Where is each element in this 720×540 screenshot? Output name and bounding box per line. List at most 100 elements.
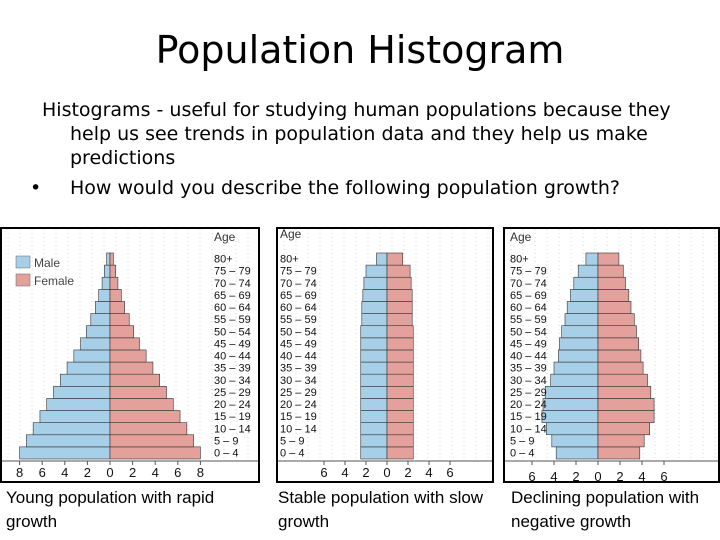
male-bar xyxy=(360,385,388,399)
male-bar xyxy=(32,422,111,436)
male-bar xyxy=(360,373,388,387)
age-label: 30 – 34 xyxy=(280,375,317,387)
age-label: 25 – 29 xyxy=(214,387,251,399)
male-bar xyxy=(361,301,388,314)
male-bar xyxy=(85,325,111,339)
female-bar xyxy=(109,325,135,339)
age-label: 75 – 79 xyxy=(214,266,251,278)
male-bar xyxy=(570,289,599,302)
age-label: 5 – 9 xyxy=(510,435,534,447)
x-tick-label: 6 xyxy=(446,465,453,480)
male-bar xyxy=(90,313,111,327)
female-bar xyxy=(109,349,147,363)
age-label: 50 – 54 xyxy=(510,326,547,338)
bullet-dot-icon: • xyxy=(30,177,42,199)
male-bar xyxy=(541,410,599,423)
female-bar xyxy=(597,385,652,399)
male-bar xyxy=(360,361,388,375)
age-label: 5 – 9 xyxy=(214,435,238,447)
age-label: 5 – 9 xyxy=(280,435,304,447)
male-bar xyxy=(542,398,599,411)
female-bar xyxy=(597,373,648,387)
age-axis-label: Age xyxy=(280,229,302,241)
legend-male-label: Male xyxy=(34,256,60,270)
female-bar xyxy=(597,252,620,266)
female-bar xyxy=(597,434,645,448)
male-bar xyxy=(361,313,388,327)
male-bar xyxy=(363,276,388,290)
female-bar xyxy=(109,264,116,278)
x-tick-label: 2 xyxy=(404,465,411,480)
age-label: 65 – 69 xyxy=(280,290,317,302)
male-bar xyxy=(46,398,111,411)
female-bar xyxy=(597,422,651,436)
female-bar xyxy=(386,410,414,423)
slide-title: Population Histogram xyxy=(155,28,565,72)
female-bar xyxy=(109,434,194,448)
male-bar xyxy=(80,337,111,351)
female-bar xyxy=(386,349,414,363)
x-tick-label: 2 xyxy=(572,469,579,481)
male-bar xyxy=(553,361,599,375)
male-bar xyxy=(561,325,599,339)
male-bar xyxy=(104,264,111,278)
female-bar xyxy=(109,289,122,302)
female-bar xyxy=(597,325,637,339)
male-bar xyxy=(39,410,111,423)
female-bar xyxy=(109,373,161,387)
age-label: 75 – 79 xyxy=(280,266,317,278)
male-bar xyxy=(95,301,111,314)
x-tick-label: 6 xyxy=(660,469,667,481)
age-label: 35 – 39 xyxy=(214,363,251,375)
x-tick-label: 4 xyxy=(341,465,348,480)
age-label: 10 – 14 xyxy=(280,423,317,435)
age-label: 20 – 24 xyxy=(214,399,251,411)
female-bar xyxy=(386,446,414,460)
female-bar xyxy=(109,252,114,266)
female-bar xyxy=(597,398,655,411)
male-bar xyxy=(59,373,111,387)
female-bar xyxy=(386,276,412,290)
age-label: 20 – 24 xyxy=(510,399,547,411)
x-tick-label: 4 xyxy=(152,465,159,480)
female-bar xyxy=(109,337,140,351)
x-tick-label: 0 xyxy=(594,469,601,481)
male-bar xyxy=(573,276,599,290)
age-label: 30 – 34 xyxy=(510,375,547,387)
male-bar xyxy=(360,398,388,411)
age-axis-label: Age xyxy=(214,230,236,244)
male-bar xyxy=(360,349,388,363)
female-bar xyxy=(109,361,154,375)
x-tick-label: 6 xyxy=(174,465,181,480)
age-label: 60 – 64 xyxy=(280,302,317,314)
male-bar xyxy=(98,289,111,302)
female-bar xyxy=(109,398,174,411)
male-bar xyxy=(66,361,111,375)
female-bar xyxy=(597,446,641,460)
male-bar xyxy=(376,252,388,266)
age-label: 70 – 74 xyxy=(510,278,547,290)
female-bar xyxy=(386,289,413,302)
age-label: 30 – 34 xyxy=(214,375,251,387)
female-bar xyxy=(109,410,181,423)
question-text: How would you describe the following pop… xyxy=(70,177,621,199)
age-label: 10 – 14 xyxy=(214,423,251,435)
caption-declining: Declining population with negative growt… xyxy=(511,488,700,531)
male-bar xyxy=(544,385,599,399)
x-tick-label: 6 xyxy=(39,465,46,480)
male-bar xyxy=(106,252,111,266)
age-label: 60 – 64 xyxy=(510,302,547,314)
age-label: 70 – 74 xyxy=(214,278,251,290)
female-bar xyxy=(597,349,642,363)
intro-paragraph: Histograms - useful for studying human p… xyxy=(42,99,671,169)
female-bar xyxy=(109,276,119,290)
female-bar xyxy=(109,301,125,314)
x-tick-label: 6 xyxy=(528,469,535,481)
caption-stable: Stable population with slow growth xyxy=(278,488,484,531)
male-bar xyxy=(360,325,388,339)
female-bar xyxy=(597,276,626,290)
female-bar xyxy=(386,434,414,448)
bullet-list: Histograms - useful for studying human p… xyxy=(30,98,702,200)
